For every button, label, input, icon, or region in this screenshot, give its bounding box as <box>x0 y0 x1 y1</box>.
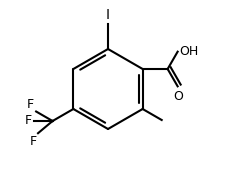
Text: F: F <box>30 135 37 148</box>
Text: O: O <box>174 90 184 103</box>
Text: F: F <box>27 98 34 111</box>
Text: I: I <box>106 8 110 22</box>
Text: F: F <box>24 114 32 127</box>
Text: OH: OH <box>180 45 199 58</box>
